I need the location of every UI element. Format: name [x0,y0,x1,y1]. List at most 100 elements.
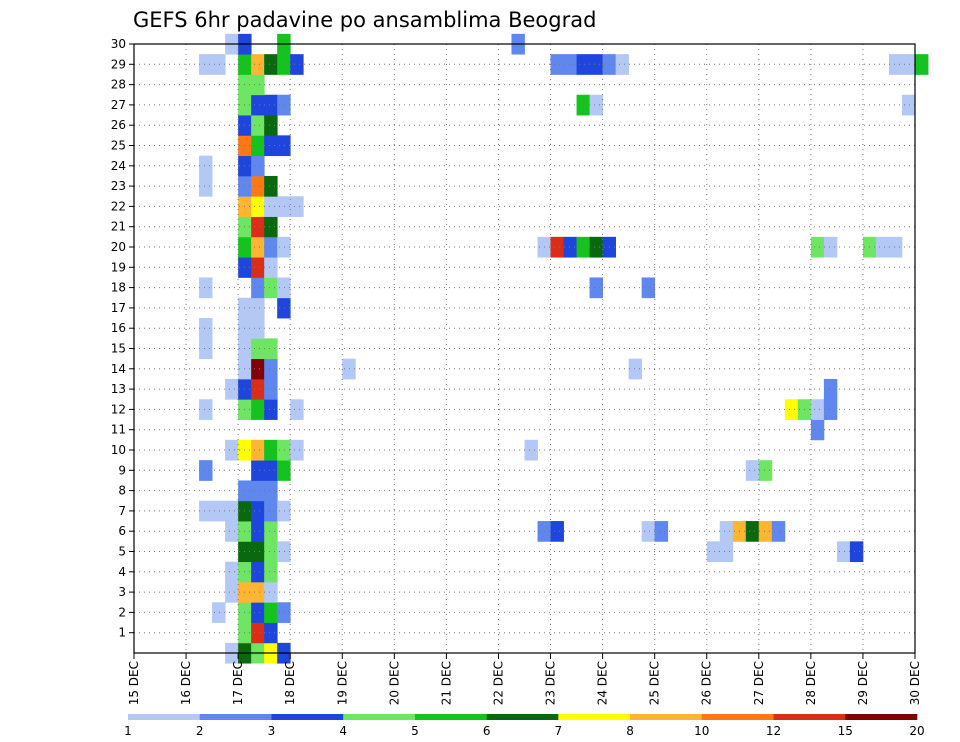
heatmap-cell [264,602,278,623]
y-tick-label: 11 [111,423,126,437]
y-tick-label: 5 [118,545,126,559]
heatmap-cell [745,460,760,481]
y-tick-label: 8 [118,484,126,498]
colorbar-label: 10 [694,724,709,738]
heatmap-cell [888,236,903,258]
heatmap-cell [277,54,291,75]
heatmap-cell [251,521,265,542]
heatmap-cell [719,521,734,542]
heatmap-cell [251,236,265,258]
heatmap-cell [199,500,213,522]
heatmap-cells [199,33,929,664]
heatmap-cell [264,521,278,542]
heatmap-cell [641,277,656,299]
x-tick-label: 29 DEC [856,661,870,705]
x-tick-label: 26 DEC [700,661,714,705]
heatmap-cell [771,521,786,542]
heatmap-cell [225,581,239,603]
y-tick-label: 13 [111,382,126,396]
heatmap-cell [251,216,265,238]
heatmap-cell [199,318,213,339]
heatmap-cell [251,94,265,116]
heatmap-cell [264,257,278,278]
heatmap-cell [225,439,239,461]
y-tick-label: 25 [111,139,126,153]
y-tick-label: 24 [111,159,126,173]
heatmap-cell [251,399,265,420]
heatmap-cell [199,460,213,481]
y-tick-label: 20 [111,240,126,254]
heatmap-cell [576,54,590,75]
heatmap-cell [277,196,291,217]
heatmap-cell [264,622,278,644]
y-tick-label: 22 [111,199,126,213]
heatmap-cell [901,94,916,116]
x-axis: 15 DEC 16 DEC 17 DEC 18 DEC 19 DEC 20 DEC 21 D… [127,653,922,705]
heatmap-cell [277,277,291,299]
colorbar-label: 4 [339,724,347,738]
heatmap-cell [277,460,291,481]
y-tick-label: 26 [111,118,126,132]
heatmap-cell [915,54,929,75]
heatmap-cell [290,196,304,217]
heatmap-cell [251,297,265,319]
heatmap-cell [576,236,590,258]
y-tick-label: 3 [118,585,126,599]
heatmap-cell [264,94,278,116]
colorbar: 1 2 3 4 5 6 7 8 10 12 15 20 [124,714,925,738]
heatmap-cell [264,196,278,217]
heatmap-cell [251,135,265,157]
colorbar-segment [343,714,416,720]
y-tick-label: 23 [111,179,126,193]
heatmap-cell [641,521,656,542]
heatmap-cell [264,358,278,380]
colorbar-label: 3 [268,724,276,738]
heatmap-cell [251,54,265,75]
colorbar-label: 1 [124,724,132,738]
x-tick-label: 25 DEC [648,661,662,705]
y-tick-label: 16 [111,321,126,335]
x-tick-label: 30 DEC [908,661,922,705]
y-tick-label: 1 [118,626,126,640]
heatmap-cell [342,358,356,380]
x-tick-label: 23 DEC [544,661,558,705]
heatmap-cell [264,439,278,461]
y-tick-label: 28 [111,78,126,92]
heatmap-cell [719,541,734,563]
colorbar-segment [414,714,487,720]
y-tick-label: 21 [111,220,126,234]
y-tick-label: 17 [111,301,126,315]
heatmap-cell [199,155,213,177]
heatmap-cell [264,216,278,238]
heatmap-cell [264,460,278,481]
colorbar-segment [128,714,201,720]
colorbar-segment [271,714,344,720]
colorbar-label: 12 [766,724,781,738]
heatmap-cell [251,155,265,177]
heatmap-cell [875,236,890,258]
heatmap-cell [277,236,291,258]
heatmap-cell [251,602,265,623]
chart-title: GEFS 6hr padavine po ansamblima Beograd [133,8,596,32]
y-tick-label: 7 [118,504,126,518]
colorbar-label: 7 [555,724,563,738]
heatmap-cell [264,581,278,603]
heatmap-cell [212,54,226,75]
heatmap-cell [277,500,291,522]
heatmap-cell [836,541,851,563]
colorbar-segment [199,714,272,720]
colorbar-segment [630,714,703,720]
y-tick-label: 14 [111,362,126,376]
heatmap-cell [615,54,630,75]
heatmap-cell [277,602,291,623]
heatmap-cell [550,54,564,75]
colorbar-segment [701,714,774,720]
heatmap-cell [888,54,903,75]
heatmap-cell [264,175,278,197]
colorbar-segment [845,714,918,720]
y-tick-label: 9 [118,463,126,477]
x-tick-label: 18 DEC [283,661,297,705]
heatmap-cell [212,602,226,623]
x-tick-label: 21 DEC [439,661,453,705]
